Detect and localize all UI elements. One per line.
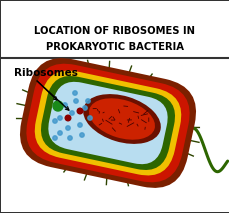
Circle shape: [65, 126, 70, 130]
Circle shape: [57, 131, 62, 135]
Circle shape: [69, 111, 74, 115]
Circle shape: [53, 136, 57, 140]
Text: Ribosomes: Ribosomes: [14, 68, 78, 78]
FancyBboxPatch shape: [26, 64, 189, 182]
Circle shape: [57, 116, 62, 120]
Circle shape: [65, 115, 71, 121]
FancyBboxPatch shape: [20, 58, 195, 188]
Circle shape: [85, 99, 90, 103]
Circle shape: [79, 133, 84, 137]
FancyBboxPatch shape: [48, 82, 167, 164]
FancyBboxPatch shape: [1, 58, 228, 212]
Circle shape: [74, 99, 78, 103]
Circle shape: [82, 106, 87, 110]
Text: PROKARYOTIC BACTERIA: PROKARYOTIC BACTERIA: [46, 42, 183, 52]
Circle shape: [53, 119, 57, 123]
Ellipse shape: [89, 98, 154, 140]
Ellipse shape: [83, 94, 160, 144]
Circle shape: [77, 108, 82, 114]
FancyBboxPatch shape: [41, 76, 174, 170]
FancyBboxPatch shape: [1, 1, 228, 58]
Circle shape: [77, 123, 82, 127]
Circle shape: [63, 103, 67, 107]
Circle shape: [68, 136, 72, 140]
Circle shape: [53, 101, 63, 111]
FancyBboxPatch shape: [35, 71, 180, 176]
Circle shape: [87, 116, 92, 120]
Circle shape: [73, 91, 77, 95]
Text: LOCATION OF RIBOSOMES IN: LOCATION OF RIBOSOMES IN: [34, 26, 195, 36]
